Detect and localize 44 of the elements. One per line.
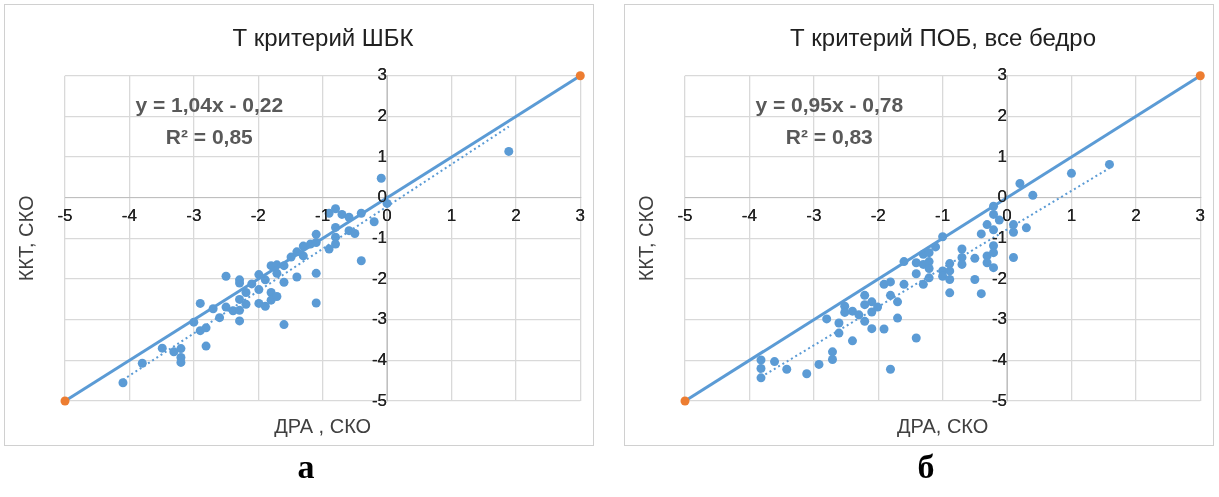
x-tick-label: 2	[511, 205, 521, 225]
x-axis-title: ДРА, СКО	[896, 414, 989, 437]
x-tick-label: -1	[935, 205, 951, 225]
y-tick-label: -5	[371, 390, 388, 410]
x-tick-label: -2	[870, 205, 886, 225]
annotation: R² = 0,85	[165, 124, 254, 148]
x-tick-label: -5	[57, 205, 73, 225]
x-tick-label: -5	[677, 205, 693, 225]
y-axis-title: ККТ, СКО	[634, 195, 657, 282]
annotation: y = 0,95x - 0,78	[755, 92, 904, 116]
text: б	[916, 448, 936, 486]
y-tick-label: 3	[377, 65, 388, 85]
y-tick-label: 2	[997, 106, 1008, 126]
chart-title: Т критерий ШБК	[232, 24, 414, 52]
y-tick-label: -1	[991, 228, 1008, 248]
x-tick-label: 1	[1066, 205, 1077, 225]
y-tick-label: 2	[377, 106, 388, 126]
y-tick-label: -2	[371, 268, 388, 288]
chart-title: Т критерий ПОБ, все бедро	[790, 24, 1096, 52]
annotation: y = 1,04x - 0,22	[135, 92, 284, 116]
x-tick-label: -2	[250, 205, 266, 225]
x-tick-label: -3	[186, 205, 202, 225]
y-tick-label: -4	[991, 350, 1008, 370]
y-tick-label: -3	[371, 309, 388, 329]
y-tick-label: -3	[991, 309, 1008, 329]
y-tick-label: 3	[997, 65, 1008, 85]
x-tick-label: -4	[741, 205, 757, 225]
annotation: R² = 0,83	[785, 124, 873, 148]
y-tick-label: -5	[991, 390, 1008, 410]
x-axis-title: ДРА , СКО	[274, 414, 372, 437]
x-tick-label: -3	[806, 205, 822, 225]
x-tick-label: 3	[1195, 205, 1206, 225]
y-tick-label: -4	[371, 350, 388, 370]
x-tick-label: 1	[446, 205, 457, 225]
y-tick-label: 1	[997, 146, 1008, 166]
y-tick-label: 1	[377, 146, 388, 166]
y-tick-label: -1	[371, 228, 388, 248]
text: а	[296, 448, 316, 486]
x-tick-label: 2	[1131, 205, 1141, 225]
x-tick-label: -4	[121, 205, 137, 225]
x-tick-label: -1	[315, 205, 331, 225]
y-axis-title: ККТ, СКО	[14, 195, 37, 282]
y-tick-label: -2	[991, 268, 1008, 288]
x-tick-label: 3	[575, 205, 586, 225]
